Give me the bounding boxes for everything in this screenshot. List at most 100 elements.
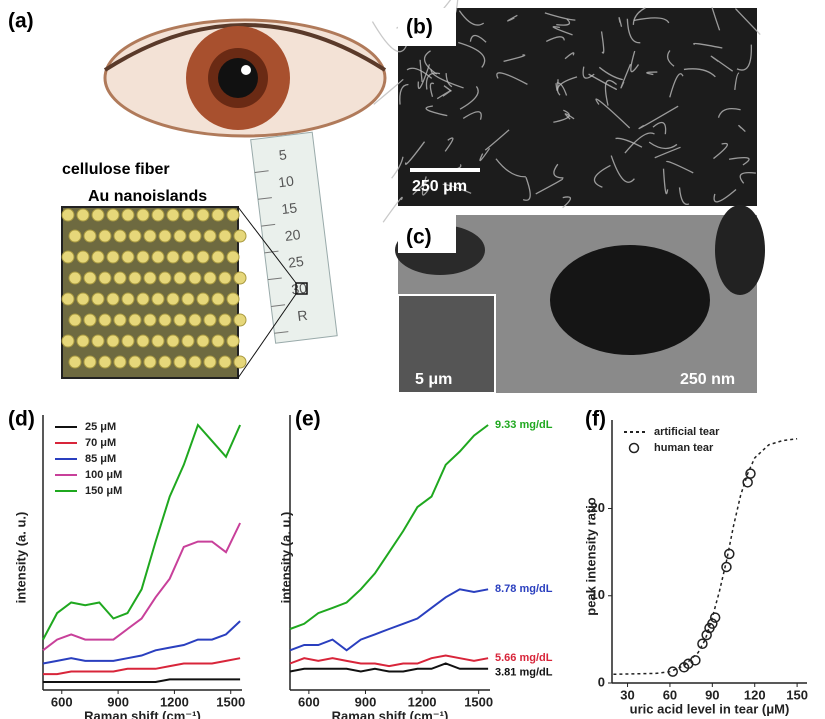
nanoisland [136, 250, 150, 264]
nanoisland [136, 334, 150, 348]
ruler-mark [261, 223, 276, 227]
nanoisland [91, 292, 105, 306]
legend-label: human tear [654, 442, 714, 454]
panel-label: (a) [8, 10, 34, 33]
x-axis-label: Raman shift (cm⁻¹) [332, 708, 449, 719]
fiber [669, 73, 684, 98]
ruler-label: 25 [287, 253, 305, 271]
y-axis-label: intensity (a. u.) [13, 512, 28, 604]
fiber [618, 17, 623, 27]
nanoisland [61, 334, 75, 348]
fiber [556, 18, 571, 26]
data-point [690, 655, 701, 666]
nanoisland [83, 355, 97, 369]
ruler-label: R [296, 307, 308, 324]
fiber [391, 156, 404, 179]
fiber [552, 25, 573, 36]
nanoisland [128, 229, 142, 243]
nanoisland [128, 355, 142, 369]
fiber [371, 21, 408, 53]
fiber [564, 52, 575, 60]
fiber [442, 183, 472, 194]
x-tick-label: 120 [744, 687, 766, 702]
nanoisland [121, 334, 135, 348]
nanoisland [91, 208, 105, 222]
fiber [535, 178, 563, 195]
data-point [745, 468, 756, 479]
x-tick-label: 1500 [216, 694, 245, 709]
ruler-ticks: 5 10 15 20 25 30 R [254, 146, 308, 334]
ruler-body [250, 131, 338, 344]
fiber [610, 155, 635, 183]
x-tick-label: 600 [298, 694, 320, 709]
ruler-label: 20 [284, 226, 302, 244]
nanoisland [233, 271, 247, 285]
fiber [444, 137, 454, 152]
nanoisland [166, 208, 180, 222]
pore [715, 205, 765, 295]
fiber [588, 73, 617, 91]
nanoisland [113, 229, 127, 243]
fiber [544, 12, 576, 21]
scale-label: 250 μm [412, 178, 467, 195]
fiber-texture [371, 0, 761, 223]
fiber [646, 71, 658, 76]
nanoisland [173, 313, 187, 327]
nanoisland [151, 292, 165, 306]
pore [550, 245, 710, 355]
y-axis-label: peak intensity ratio [583, 497, 598, 616]
fiber [711, 6, 721, 31]
x-tick-label: 600 [51, 694, 73, 709]
fiber [739, 172, 756, 184]
fiber [633, 17, 670, 24]
ruler-mark [274, 331, 289, 334]
legend-label: 25 μM [85, 421, 116, 433]
fiber [713, 142, 729, 160]
nanoisland [211, 208, 225, 222]
fiber [604, 79, 618, 106]
ruler: 5 10 15 20 25 30 R [250, 131, 338, 344]
fiber [632, 7, 646, 25]
fiber [738, 124, 746, 133]
legend-label: 70 μM [85, 437, 116, 449]
scale-label: 250 nm [680, 371, 735, 388]
nanoisland [143, 313, 157, 327]
fiber [399, 83, 409, 105]
nanoisland [76, 292, 90, 306]
fiber [373, 79, 404, 105]
legend-label: 100 μM [85, 469, 122, 481]
fiber [458, 41, 486, 68]
fiber [736, 44, 752, 71]
nanoisland [211, 250, 225, 264]
nanoisland [136, 208, 150, 222]
ruler-label: 30 [290, 280, 308, 298]
nanoisland [181, 250, 195, 264]
nanoisland [218, 229, 232, 243]
fiber [598, 66, 623, 81]
panel-label: (b) [406, 16, 433, 39]
nanoisland [151, 334, 165, 348]
nanoisland [218, 355, 232, 369]
data-point [707, 618, 718, 629]
x-tick-label: 90 [705, 687, 719, 702]
fiber [430, 68, 464, 89]
nanoisland [143, 229, 157, 243]
nanoisland [173, 271, 187, 285]
fiber [600, 31, 605, 54]
panel-b: (b) 250 μm [371, 0, 761, 223]
nanoisland [151, 208, 165, 222]
nanoisland [226, 250, 240, 264]
nanoisland [143, 355, 157, 369]
fiber [693, 42, 723, 49]
nanoisland [68, 229, 82, 243]
nanoisland [158, 271, 172, 285]
nanoisland [158, 355, 172, 369]
nanoisland [98, 355, 112, 369]
nanoisland [233, 229, 247, 243]
nanoisland [68, 313, 82, 327]
label-bg [398, 215, 456, 253]
nanoisland [106, 208, 120, 222]
series-line [42, 522, 242, 652]
fiber [638, 105, 679, 130]
nanoisland [211, 334, 225, 348]
